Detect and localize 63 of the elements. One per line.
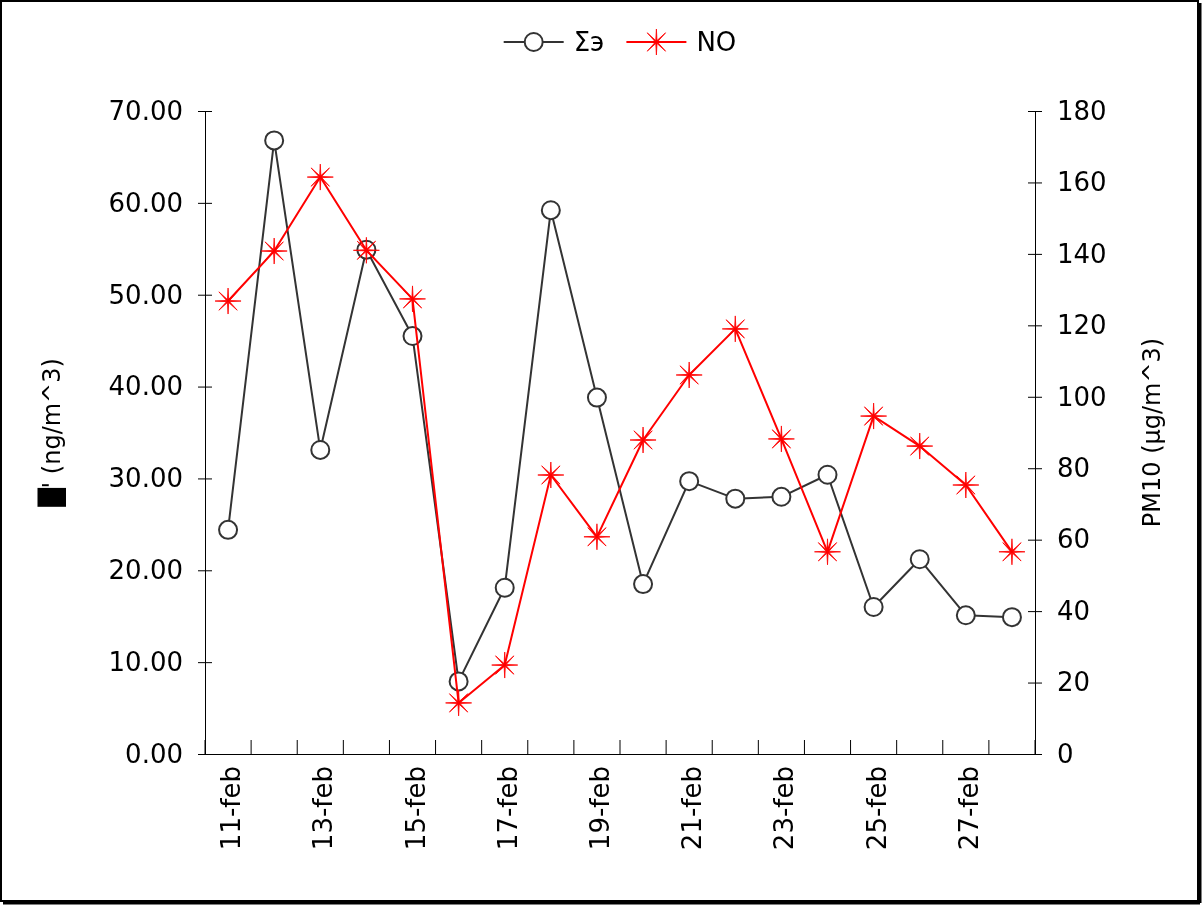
y2-tick-label: 0: [1057, 738, 1074, 769]
point: [491, 651, 519, 679]
point: [214, 287, 242, 315]
y2-tick-label: 60: [1057, 524, 1091, 555]
legend-label: Σэ: [573, 27, 605, 57]
point: [264, 130, 285, 151]
point: [679, 471, 700, 492]
point: [906, 432, 934, 460]
y-tick-label: 70.00: [108, 95, 183, 126]
y-tick-label: 30.00: [108, 463, 183, 494]
x-tick-label: 25-feb: [861, 766, 892, 851]
x-tick-label: 21-feb: [677, 766, 708, 851]
point: [767, 425, 795, 453]
y2-tick-label: 180: [1057, 95, 1107, 126]
y2-tick-label: 160: [1057, 167, 1107, 198]
point: [583, 523, 611, 551]
point: [771, 486, 792, 507]
point: [860, 402, 888, 430]
point: [817, 464, 838, 485]
y2-tick-label: 120: [1057, 310, 1107, 341]
point: [1001, 607, 1022, 628]
x-tick-label: 17-feb: [492, 766, 523, 851]
y2-tick-label: 80: [1057, 453, 1091, 484]
point: [445, 689, 473, 717]
y2-tick-label: 40: [1057, 595, 1091, 626]
point: [629, 426, 657, 454]
point: [260, 237, 288, 265]
point: [952, 471, 980, 499]
point: [218, 519, 239, 540]
point: [494, 577, 515, 598]
point: [310, 439, 331, 460]
y-tick-label: 50.00: [108, 279, 183, 310]
point: [633, 574, 654, 595]
point: [863, 597, 884, 618]
y-tick-label: 0.00: [125, 738, 183, 769]
point: [675, 361, 703, 389]
y2-tick-label: 20: [1057, 667, 1091, 698]
x-tick-label: 19-feb: [585, 766, 616, 851]
x-tick-label: 13-feb: [308, 766, 339, 851]
x-tick-label: 15-feb: [400, 766, 431, 851]
y-tick-label: 40.00: [108, 371, 183, 402]
x-tick-label: 11-feb: [216, 766, 247, 851]
point: [725, 488, 746, 509]
point: [540, 200, 561, 221]
point: [306, 163, 334, 191]
y-tick-label: 60.00: [108, 187, 183, 218]
legend-label: NO: [696, 27, 737, 57]
y-tick-label: 10.00: [108, 646, 183, 677]
y2-tick-label: 140: [1057, 238, 1107, 269]
y2-tick-label: 100: [1057, 381, 1107, 412]
y2-axis-title: PM10 (μg/m^3): [1138, 337, 1166, 528]
point: [399, 285, 426, 313]
point: [586, 387, 607, 408]
y-tick-label: 20.00: [108, 555, 183, 586]
x-tick-label: 27-feb: [953, 766, 984, 851]
point: [537, 461, 565, 489]
point: [721, 315, 749, 343]
point: [909, 549, 930, 570]
x-tick-label: 23-feb: [769, 766, 800, 851]
y-axis-title: █' (ng/m^3): [37, 358, 66, 508]
point: [955, 605, 976, 626]
point: [814, 538, 841, 566]
point: [998, 538, 1026, 566]
